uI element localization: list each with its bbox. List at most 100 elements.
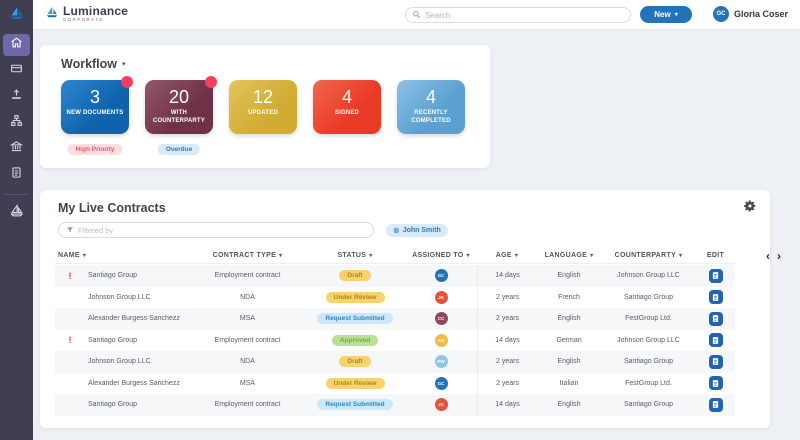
cell-language: English (557, 272, 581, 280)
chevron-down-icon: ▾ (122, 61, 126, 68)
cell-edit (696, 265, 735, 287)
cell-counterparty: Johnson Group LLC (617, 272, 680, 280)
cell-assigned-to: JK (405, 394, 477, 416)
cell-edit (696, 394, 735, 416)
cell-edit (696, 330, 735, 352)
cell-edit (696, 351, 735, 373)
sidebar-logo (0, 0, 33, 30)
column-header-assigned-to[interactable]: ASSIGNED TO ▾ (405, 247, 477, 263)
table-row[interactable]: Alexander Burgess Sanchezz MSA Request Sub… (55, 308, 735, 330)
sort-caret-icon: ▾ (82, 252, 87, 259)
sidebar-item-upload[interactable] (3, 86, 30, 108)
edit-button[interactable] (708, 397, 723, 412)
cell-name: Alexander Burgess Sanchezz (88, 315, 180, 323)
close-icon[interactable]: ⊗ (393, 225, 400, 235)
home-icon (10, 36, 23, 54)
filter-chip-john-smith[interactable]: ⊗ John Smith (386, 224, 448, 237)
workflow-card-count: 4 (425, 87, 436, 107)
urgent-placeholder (55, 351, 85, 373)
edit-document-icon (712, 315, 719, 323)
urgent-placeholder (55, 308, 85, 330)
column-header-language[interactable]: LANGUAGE ▾ (537, 247, 601, 263)
workflow-card-label: WITH COUNTERPARTY (153, 110, 205, 124)
edit-button[interactable] (708, 333, 723, 348)
column-header-spacer (85, 247, 190, 263)
sidebar-item-sail[interactable] (0, 203, 33, 223)
cell-age: 2 years (477, 308, 537, 330)
edit-button[interactable] (708, 290, 723, 305)
column-header-label: NAME (58, 251, 80, 259)
notification-dot (205, 76, 217, 88)
chevron-left-icon[interactable]: ‹ (766, 248, 770, 263)
edit-button[interactable] (708, 268, 723, 283)
urgent-placeholder (55, 394, 85, 416)
table-row[interactable]: Johnson Group LLC NDA Under Review JK 2 year… (55, 286, 735, 309)
sidebar-item-org-chart[interactable] (3, 112, 30, 134)
topbar: Luminance CORPORATE New ▾ GC Gloria Cose… (33, 0, 800, 30)
edit-button[interactable] (708, 311, 723, 326)
filter-input[interactable] (78, 225, 366, 235)
edit-document-icon (712, 293, 719, 301)
cell-status: Draft (305, 351, 405, 373)
column-header-age[interactable]: AGE ▾ (477, 247, 537, 263)
status-badge: Request Submitted (317, 399, 393, 411)
user-menu[interactable]: GC Gloria Coser (712, 6, 788, 22)
workflow-tag: High Priority (67, 144, 123, 155)
sidebar-item-documents[interactable] (3, 164, 30, 186)
workflow-card[interactable]: 20 WITH COUNTERPARTY (145, 76, 217, 134)
column-header-contract-type[interactable]: CONTRACT TYPE ▾ (190, 247, 305, 263)
sort-caret-icon: ▾ (679, 252, 683, 259)
brand-name: Luminance (63, 4, 129, 18)
sidebar-item-institution[interactable] (3, 138, 30, 160)
status-badge: Under Review (325, 291, 385, 303)
status-badge: Under Review (325, 377, 385, 389)
column-header-name[interactable]: NAME ▾ (55, 247, 87, 263)
cell-contract-type: MSA (239, 379, 256, 387)
workflow-card[interactable]: 4 RECENTLY COMPLETED (397, 80, 465, 134)
sidebar-item-home[interactable] (3, 34, 30, 56)
urgent-icon: ! (68, 270, 72, 281)
table-row[interactable]: ! Santiago Group Employment contract Approv… (55, 329, 735, 352)
table-row[interactable]: Alexander Burgess Sanchezz MSA Under Revie… (55, 372, 735, 394)
avatar: GC (434, 269, 448, 283)
contracts-title: My Live Contracts (58, 201, 166, 215)
edit-button[interactable] (708, 354, 723, 369)
workflow-card[interactable]: 3 NEW DOCUMENTS (61, 76, 133, 134)
search-input[interactable] (425, 10, 624, 20)
workflow-card-count: 20 (168, 87, 190, 107)
cell-age: 14 days (477, 265, 537, 287)
urgent-placeholder (55, 287, 85, 309)
column-header-counterparty[interactable]: COUNTERPARTY ▾ (601, 247, 696, 263)
cell-assigned-to: PW (405, 351, 477, 373)
settings-button[interactable] (742, 199, 757, 214)
sort-caret-icon: ▾ (369, 252, 373, 259)
cell-age: 2 years (477, 372, 537, 394)
column-header-label: EDIT (706, 251, 725, 259)
cell-language: English (557, 401, 581, 409)
workflow-card-count: 12 (252, 87, 274, 107)
global-search[interactable] (405, 7, 631, 23)
table-row[interactable]: Santiago Group Employment contract Request… (55, 394, 735, 416)
table-row[interactable]: ! Santiago Group Employment contract Draft G… (55, 265, 735, 287)
column-header-label: AGE (495, 251, 512, 259)
workflow-card[interactable]: 4 SIGNED (313, 80, 381, 134)
workflow-card-label: RECENTLY COMPLETED (411, 110, 451, 124)
chevron-right-icon[interactable]: › (777, 248, 781, 263)
workflow-title-dropdown[interactable]: Workflow ▾ (61, 57, 126, 71)
table-row[interactable]: Johnson Group LLC NDA Draft PW 2 years Englis… (55, 351, 735, 373)
cell-status: Request Submitted (305, 394, 405, 416)
cell-counterparty: Johnson Group LLC (617, 336, 680, 344)
filter-box[interactable] (58, 222, 374, 238)
org-chart-icon (10, 114, 23, 132)
workflow-card[interactable]: 12 UPDATED (229, 80, 297, 134)
avatar: GC (712, 6, 729, 22)
column-header-status[interactable]: STATUS ▾ (305, 247, 405, 263)
workflow-tag: Overdue (157, 144, 201, 155)
edit-button[interactable] (708, 376, 723, 391)
new-button[interactable]: New ▾ (640, 6, 692, 23)
notification-dot (121, 76, 133, 88)
sort-caret-icon: ▾ (590, 252, 594, 259)
column-header-label: COUNTERPARTY (614, 251, 677, 259)
sidebar-item-cards[interactable] (3, 60, 30, 82)
status-badge: Request Submitted (317, 313, 393, 325)
